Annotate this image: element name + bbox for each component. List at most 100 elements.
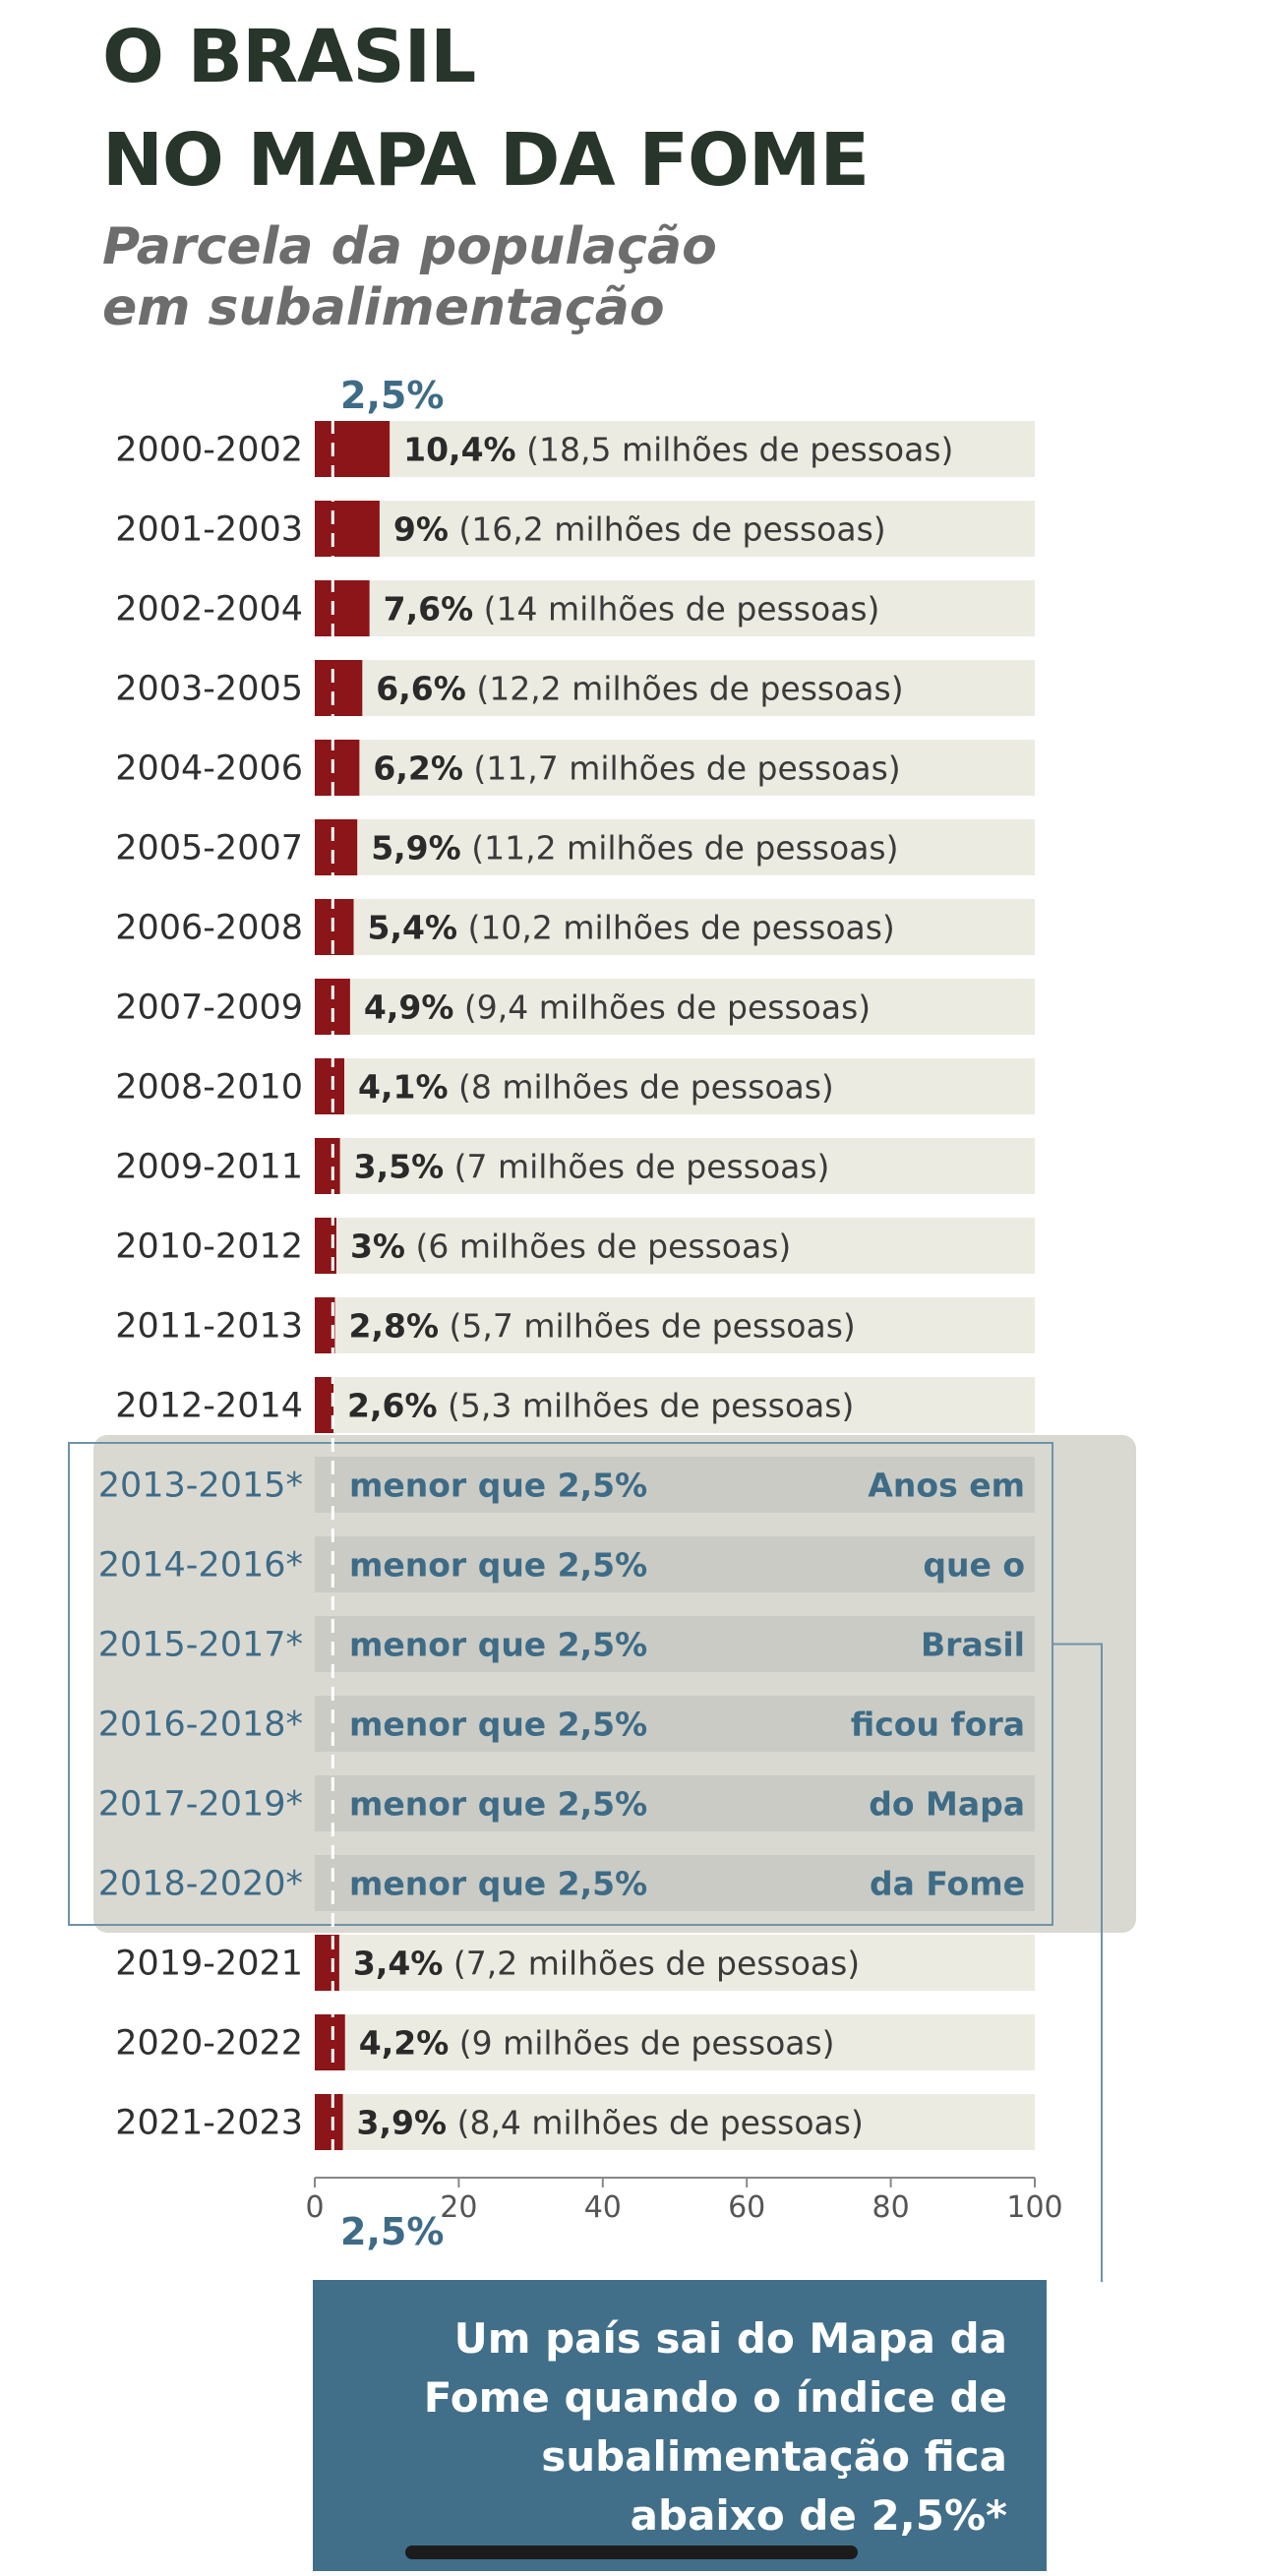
category-label: 2009-2011 bbox=[115, 1148, 303, 1187]
value-people: (8,4 milhões de pessoas) bbox=[447, 2104, 864, 2142]
bar bbox=[315, 819, 358, 875]
bar bbox=[315, 660, 363, 716]
bar-track bbox=[315, 421, 1035, 477]
value-label: 9% (16,2 milhões de pessoas) bbox=[393, 510, 886, 549]
bar-track bbox=[315, 1855, 1035, 1911]
category-label: 2014-2016* bbox=[98, 1546, 303, 1586]
bar-track bbox=[315, 1775, 1035, 1831]
category-label: 2004-2006 bbox=[115, 749, 303, 789]
value-people: (12,2 milhões de pessoas) bbox=[466, 670, 904, 708]
bar-track bbox=[315, 1297, 1035, 1353]
x-tick-label: 20 bbox=[440, 2190, 477, 2225]
value-label: 3,4% (7,2 milhões de pessoas) bbox=[353, 1945, 860, 1983]
category-label: 2021-2023 bbox=[115, 2104, 303, 2143]
bar bbox=[315, 1935, 339, 1991]
definition-note: Um país sai do Mapa da Fome quando o índ… bbox=[313, 2280, 1047, 2571]
bar-track bbox=[315, 899, 1035, 955]
category-label: 2012-2014 bbox=[115, 1387, 303, 1426]
home-indicator bbox=[405, 2546, 858, 2559]
threshold-label-bottom: 2,5% bbox=[340, 2210, 444, 2253]
value-label: 2,8% (5,7 milhões de pessoas) bbox=[348, 1307, 855, 1346]
value-label: 6,2% (11,7 milhões de pessoas) bbox=[373, 749, 900, 788]
bar-chart: 2000-2002 10,4% (18,5 milhões de pessoas)… bbox=[68, 374, 1136, 2282]
category-label: 2017-2019* bbox=[98, 1785, 303, 1825]
bar-track bbox=[315, 1536, 1035, 1592]
note-line-1: Um país sai do Mapa da bbox=[453, 2314, 1007, 2363]
category-label: 2000-2002 bbox=[115, 431, 303, 470]
x-tick-label: 80 bbox=[872, 2190, 910, 2225]
value-label: menor que 2,5% bbox=[349, 1546, 647, 1585]
value-label: 4,1% (8 milhões de pessoas) bbox=[358, 1068, 834, 1107]
bar-track bbox=[315, 979, 1035, 1035]
x-tick-label: 100 bbox=[1006, 2190, 1062, 2225]
value-people: (9,4 milhões de pessoas) bbox=[453, 988, 871, 1027]
bar-track bbox=[315, 2094, 1035, 2150]
chart-title: O BRASIL NO MAPA DA FOME bbox=[102, 6, 870, 212]
value-label: menor que 2,5% bbox=[349, 1467, 647, 1505]
bar-track bbox=[315, 819, 1035, 875]
category-label: 2010-2012 bbox=[115, 1228, 303, 1267]
value-people: (11,2 milhões de pessoas) bbox=[461, 829, 899, 868]
bar-track bbox=[315, 1935, 1035, 1991]
chart-subtitle: Parcela da população em subalimentação bbox=[102, 216, 717, 338]
value-percent: 6,6% bbox=[376, 670, 466, 708]
value-label: 3% (6 milhões de pessoas) bbox=[350, 1228, 791, 1266]
bar bbox=[315, 1058, 345, 1114]
value-percent: 6,2% bbox=[373, 749, 463, 788]
category-label: 2019-2021 bbox=[115, 1945, 303, 1984]
value-percent: 3,4% bbox=[353, 1945, 444, 1983]
value-label: 5,4% (10,2 milhões de pessoas) bbox=[368, 909, 895, 947]
highlight-caption: Brasil bbox=[921, 1626, 1025, 1664]
bar bbox=[315, 580, 370, 636]
category-label: 2011-2013 bbox=[115, 1307, 303, 1347]
category-label: 2001-2003 bbox=[115, 510, 303, 550]
bar bbox=[315, 1218, 336, 1274]
bar-track bbox=[315, 501, 1035, 557]
value-percent: 10,4% bbox=[403, 431, 516, 469]
bar-track bbox=[315, 580, 1035, 636]
category-label: 2006-2008 bbox=[115, 909, 303, 948]
value-percent: 2,6% bbox=[347, 1387, 438, 1425]
highlight-bracket bbox=[1052, 1643, 1103, 2282]
value-people: (7,2 milhões de pessoas) bbox=[443, 1945, 860, 1983]
highlight-caption: Anos em bbox=[868, 1467, 1025, 1505]
value-label: 4,9% (9,4 milhões de pessoas) bbox=[364, 988, 871, 1027]
value-label: menor que 2,5% bbox=[349, 1626, 647, 1664]
category-label: 2013-2015* bbox=[98, 1467, 303, 1506]
value-percent: 9% bbox=[393, 510, 449, 549]
value-percent: 4,9% bbox=[364, 988, 454, 1027]
value-label: 7,6% (14 milhões de pessoas) bbox=[384, 590, 880, 629]
value-label: menor que 2,5% bbox=[349, 1865, 647, 1903]
category-label: 2007-2009 bbox=[115, 988, 303, 1028]
value-percent: 5,4% bbox=[368, 909, 458, 947]
value-people: (5,7 milhões de pessoas) bbox=[439, 1307, 856, 1346]
value-people: (9 milhões de pessoas) bbox=[449, 2024, 834, 2063]
note-line-2: Fome quando o índice de bbox=[423, 2373, 1007, 2422]
bar-track bbox=[315, 2014, 1035, 2070]
value-percent: 3% bbox=[350, 1228, 405, 1266]
value-percent: 4,1% bbox=[358, 1068, 449, 1107]
bar-track bbox=[315, 1457, 1035, 1513]
note-line-4: abaixo de 2,5%* bbox=[630, 2491, 1007, 2540]
highlight-caption: que o bbox=[923, 1546, 1025, 1585]
bar-track bbox=[315, 1218, 1035, 1274]
bar bbox=[315, 501, 380, 557]
bar-track bbox=[315, 1058, 1035, 1114]
bar bbox=[315, 2014, 345, 2070]
threshold-label-top: 2,5% bbox=[340, 374, 444, 417]
bar-track bbox=[315, 1616, 1035, 1672]
title-line-1: O BRASIL bbox=[102, 15, 476, 99]
value-label: 5,9% (11,2 milhões de pessoas) bbox=[371, 829, 898, 868]
category-label: 2018-2020* bbox=[98, 1865, 303, 1904]
bar-track bbox=[315, 740, 1035, 796]
bar bbox=[315, 740, 360, 796]
x-tick-label: 40 bbox=[584, 2190, 622, 2225]
value-percent: 5,9% bbox=[371, 829, 461, 868]
x-tick-label: 60 bbox=[728, 2190, 765, 2225]
value-people: (8 milhões de pessoas) bbox=[449, 1068, 834, 1107]
title-line-2: NO MAPA DA FOME bbox=[102, 118, 870, 203]
bar bbox=[315, 421, 391, 477]
value-people: (7 milhões de pessoas) bbox=[444, 1148, 829, 1186]
category-label: 2008-2010 bbox=[115, 1068, 303, 1108]
category-label: 2016-2018* bbox=[98, 1706, 303, 1745]
